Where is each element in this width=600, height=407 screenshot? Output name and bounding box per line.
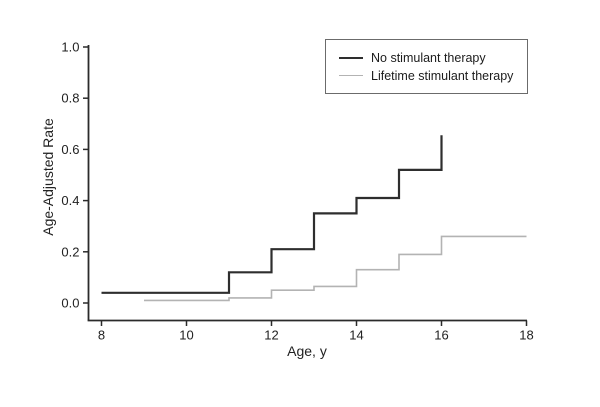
legend-entry-no-stimulant: No stimulant therapy	[339, 51, 527, 65]
y-tick-label: 0.6	[61, 142, 79, 157]
legend-label-lifetime-stimulant: Lifetime stimulant therapy	[371, 68, 514, 83]
axes-group: 0.0 0.2 0.4 0.6 0.8 1.0 8 10 12 14 16 18	[61, 40, 533, 343]
x-tick-label: 14	[349, 328, 363, 343]
y-tick-label: 0.4	[61, 193, 79, 208]
x-tick-label: 10	[179, 328, 193, 343]
y-tick-label: 1.0	[61, 40, 79, 55]
x-tick-label: 8	[98, 328, 105, 343]
legend-line-swatch-lifetime-stimulant-icon	[339, 75, 363, 76]
y-axis-title: Age-Adjusted Rate	[40, 118, 56, 236]
legend: No stimulant therapy Lifetime stimulant …	[325, 39, 528, 94]
x-axis-title: Age, y	[287, 343, 327, 359]
y-tick-label: 0.0	[61, 296, 79, 311]
y-tick-label: 0.8	[61, 91, 79, 106]
x-tick-label: 16	[434, 328, 448, 343]
legend-line-swatch-no-stimulant-icon	[339, 56, 363, 59]
series-line-lifetime-stimulant-therapy	[144, 235, 527, 302]
legend-label-no-stimulant: No stimulant therapy	[371, 50, 486, 65]
x-tick-label: 12	[264, 328, 278, 343]
series-group	[101, 135, 527, 302]
x-tick-label: 18	[519, 328, 533, 343]
legend-entry-lifetime-stimulant: Lifetime stimulant therapy	[339, 69, 527, 83]
y-tick-label: 0.2	[61, 244, 79, 259]
series-line-no-stimulant-therapy	[101, 135, 443, 294]
